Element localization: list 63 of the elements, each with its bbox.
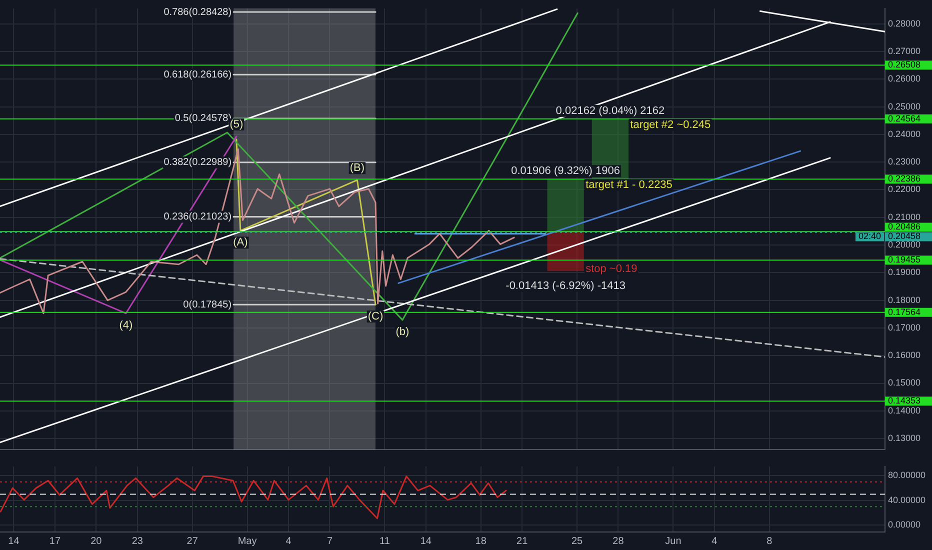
y-tick-label: 0.13000: [888, 433, 921, 444]
x-tick-label: May: [238, 536, 257, 547]
x-tick-label: 14: [420, 536, 432, 547]
x-tick-label: 20: [90, 536, 102, 547]
annotation: (C): [368, 310, 384, 322]
ref-line-label: 0.26508: [888, 60, 921, 70]
x-tick-label: Jun: [665, 536, 682, 547]
series-label: 0(0.17845): [183, 299, 232, 310]
x-tick-label: 7: [326, 536, 333, 547]
ref-line-label: 0.24564: [888, 113, 921, 124]
series-label: 0.382(0.22989): [164, 157, 232, 168]
ref-line-label: 0.22386: [888, 174, 921, 184]
annotation: 0.02162 (9.04%) 2162: [556, 104, 665, 117]
y-tick-label: 0.24000: [888, 128, 921, 139]
annotation: (b): [396, 326, 410, 338]
x-tick-label: 21: [516, 536, 528, 547]
annotation: (B): [350, 162, 365, 174]
x-tick-label: 25: [571, 536, 584, 547]
annotation: (4): [119, 319, 133, 332]
x-tick-label: 11: [379, 536, 390, 547]
x-tick-label: 18: [475, 536, 487, 547]
y-tick-label: 0.21000: [888, 212, 921, 222]
y-tick-label: 40.00000: [888, 494, 926, 505]
x-tick-label: 27: [186, 536, 198, 547]
series-label: 0.236(0.21023): [164, 212, 232, 223]
y-tick-label: 0.18000: [888, 294, 921, 305]
ref-line-label: 0.19455: [888, 254, 921, 265]
y-tick-label: 0.26000: [888, 74, 921, 84]
y-tick-label: 0.23000: [888, 156, 921, 167]
series-label: 0.5(0.24578): [174, 113, 232, 124]
y-tick-label: 0.27000: [888, 46, 921, 56]
ref-line-label: 0.20486: [888, 222, 921, 232]
x-tick-label: 8: [766, 536, 773, 547]
x-tick-label: 4: [712, 536, 718, 547]
x-tick-label: 14: [8, 536, 20, 547]
series-label: 0.786(0.28428): [164, 6, 232, 18]
ref-line-label: 0.17564: [888, 306, 921, 317]
y-tick-label: 0.20000: [888, 240, 921, 250]
annotation: stop ~0.19: [586, 262, 638, 275]
annotation: 0.01906 (9.32%) 1906: [511, 165, 620, 178]
annotation: target #2 ~0.245: [630, 118, 711, 131]
x-tick-label: 4: [286, 536, 292, 547]
annotation: 02:40: [858, 231, 882, 242]
x-tick-label: 17: [49, 536, 61, 547]
y-tick-label: 0.25000: [888, 101, 921, 112]
y-tick-label: 0.00000: [888, 520, 921, 530]
y-tick-label: 0.28000: [888, 18, 921, 28]
annotation: (A): [233, 236, 248, 249]
y-tick-label: 0.19000: [888, 267, 921, 278]
y-tick-label: 0.22000: [888, 184, 921, 194]
y-tick-label: 0.14000: [888, 405, 921, 416]
annotation: -0.01413 (-6.92%) -1413: [506, 280, 626, 292]
x-tick-label: 23: [132, 536, 144, 547]
series-label: 0.618(0.26166): [164, 69, 232, 80]
y-tick-label: 0.15000: [888, 378, 921, 388]
x-tick-label: 28: [612, 536, 624, 547]
ref-line-label: 0.20458: [888, 231, 921, 242]
annotation: (5): [230, 118, 244, 130]
ref-line-label: 0.14353: [888, 396, 921, 406]
y-tick-label: 80.00000: [888, 470, 926, 480]
y-tick-label: 0.17000: [888, 322, 921, 332]
annotation: target #1 - 0.2235: [586, 179, 672, 192]
y-tick-label: 0.16000: [888, 350, 921, 360]
